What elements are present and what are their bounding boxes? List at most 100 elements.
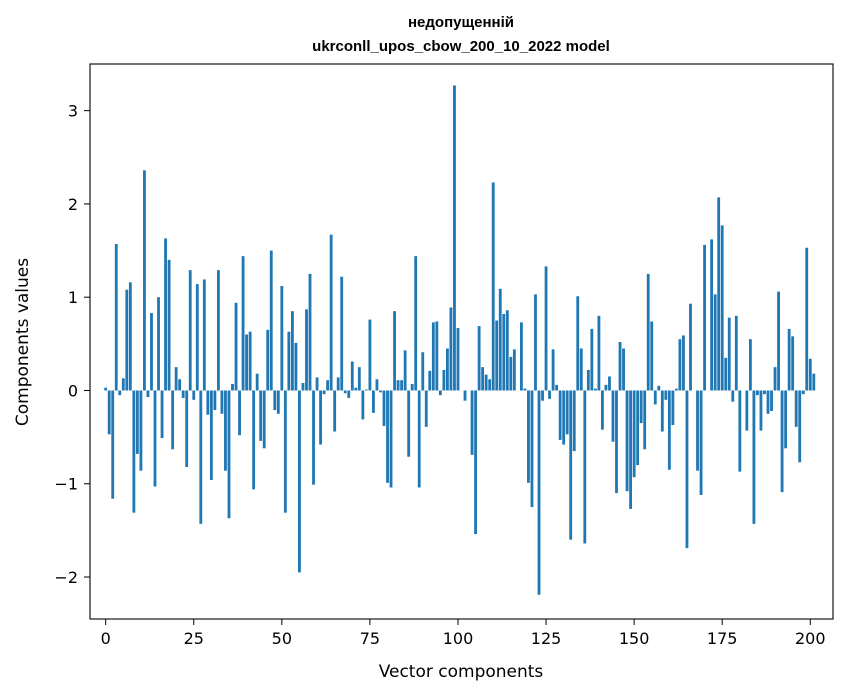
- bar: [273, 390, 277, 411]
- bar: [615, 390, 618, 494]
- bar: [671, 390, 675, 425]
- bar: [424, 390, 428, 427]
- bar: [104, 387, 108, 391]
- bar: [710, 239, 714, 391]
- x-tick-label: 200: [795, 629, 826, 648]
- bar: [340, 276, 344, 391]
- bar: [146, 390, 150, 397]
- bar: [188, 270, 192, 391]
- bar: [798, 390, 802, 463]
- bar: [558, 390, 562, 440]
- bar: [660, 390, 664, 432]
- bar: [551, 349, 555, 391]
- bar: [629, 390, 633, 509]
- bar: [269, 250, 273, 391]
- bar: [428, 370, 432, 391]
- bar: [319, 390, 322, 445]
- bar: [586, 369, 590, 391]
- bar: [449, 307, 453, 391]
- bar: [202, 279, 206, 391]
- bar: [519, 322, 523, 391]
- bar: [770, 390, 773, 411]
- bar: [407, 390, 411, 457]
- bar: [717, 197, 721, 391]
- bar: [178, 379, 182, 391]
- bar: [336, 377, 340, 391]
- bar: [805, 247, 809, 391]
- bar: [241, 256, 245, 391]
- bar: [505, 310, 509, 391]
- bar: [160, 390, 164, 439]
- bar: [343, 390, 347, 394]
- bar: [748, 339, 752, 391]
- bar: [601, 390, 604, 430]
- bar: [329, 234, 333, 391]
- bar: [657, 385, 661, 391]
- y-tick-label: 1: [68, 288, 78, 307]
- bar: [283, 390, 287, 513]
- bar: [625, 390, 629, 492]
- bar: [410, 383, 414, 391]
- bar: [639, 390, 643, 424]
- bar: [488, 379, 492, 391]
- bar: [611, 390, 615, 442]
- bar: [220, 390, 224, 414]
- bar: [364, 389, 368, 391]
- bar: [453, 85, 456, 391]
- bar: [199, 390, 203, 524]
- bar: [569, 390, 573, 540]
- bar: [474, 390, 477, 535]
- bar: [347, 390, 351, 398]
- bar: [495, 320, 499, 391]
- bar: [114, 244, 118, 391]
- chart-title-line-2: ukrconll_upos_cbow_200_10_2022 model: [312, 38, 610, 55]
- x-axis-label: Vector components: [379, 662, 544, 682]
- bar: [636, 390, 640, 466]
- bar: [252, 390, 256, 490]
- bar: [143, 170, 146, 391]
- x-tick-label: 175: [707, 629, 738, 648]
- bar: [231, 383, 234, 391]
- bar: [572, 390, 576, 452]
- bar: [791, 336, 795, 391]
- bar: [326, 380, 330, 391]
- bar: [502, 313, 506, 391]
- bar: [361, 390, 365, 420]
- bar: [446, 348, 449, 391]
- bar: [298, 390, 301, 573]
- bar: [787, 328, 791, 391]
- bar: [403, 350, 407, 391]
- bar: [382, 390, 386, 426]
- bar: [206, 390, 210, 415]
- bar: [784, 390, 788, 449]
- x-tick-label: 150: [619, 629, 650, 648]
- bar: [678, 339, 682, 391]
- bar: [618, 341, 622, 391]
- bar: [509, 356, 513, 391]
- bar: [608, 376, 611, 391]
- bar: [290, 311, 294, 391]
- bar: [417, 390, 421, 488]
- bar: [217, 270, 220, 391]
- bar: [682, 335, 685, 391]
- bar: [780, 390, 784, 493]
- x-tick-label: 75: [360, 629, 380, 648]
- bar: [438, 390, 442, 396]
- bar: [689, 303, 692, 391]
- bar: [174, 367, 178, 391]
- bar: [139, 390, 143, 471]
- bar: [396, 380, 400, 391]
- bar: [713, 294, 717, 391]
- bar: [555, 384, 559, 391]
- bar: [734, 315, 738, 391]
- bar: [315, 377, 319, 391]
- bar: [470, 390, 474, 455]
- plot-frame: [89, 63, 834, 620]
- bar: [400, 380, 404, 391]
- bar: [512, 349, 516, 391]
- bar: [322, 390, 326, 395]
- bar: [442, 369, 446, 391]
- bar: [724, 357, 728, 391]
- bar: [150, 313, 153, 391]
- bar: [703, 244, 706, 391]
